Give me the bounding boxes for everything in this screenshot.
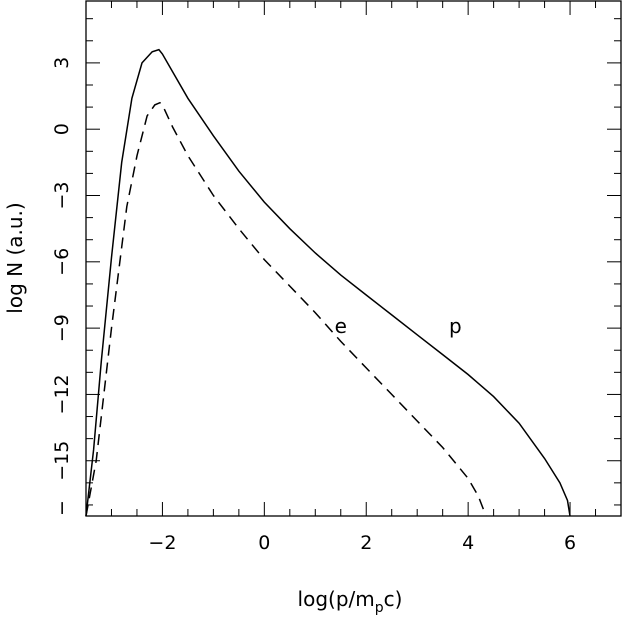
y-tick-label: −15 [51,441,73,481]
series-e-line [85,101,487,517]
y-tick-label: −3 [51,181,73,209]
x-axis-label-prefix: log(p/m [298,587,375,611]
axis-ticks [85,1,622,516]
x-axis-label: log(p/mpc) [298,587,403,616]
plot-frame [85,0,622,517]
x-tick-label: −2 [148,532,176,554]
y-tick-label: −12 [51,374,73,414]
y-tick-label: −9 [51,314,73,342]
y-tick-label: − [51,500,73,516]
y-tick-label: −6 [51,248,73,276]
annotation-p: p [449,314,462,338]
x-axis-label-subscript: p [375,600,384,616]
x-axis-label-suffix: c) [384,587,403,611]
x-tick-label: 4 [462,532,474,554]
tick-labels: −2 0 2 4 6 3 0 −3 −6 −9 −12 −15 − [51,57,576,554]
annotation-e: e [335,314,347,338]
data-curves [85,48,571,517]
y-axis-label: log N (a.u.) [3,202,27,313]
y-tick-label: 0 [51,123,73,135]
y-tick-label: 3 [51,57,73,69]
x-tick-label: 2 [360,532,372,554]
x-tick-label: 6 [564,532,576,554]
series-p-line [85,48,571,517]
x-tick-label: 0 [258,532,270,554]
